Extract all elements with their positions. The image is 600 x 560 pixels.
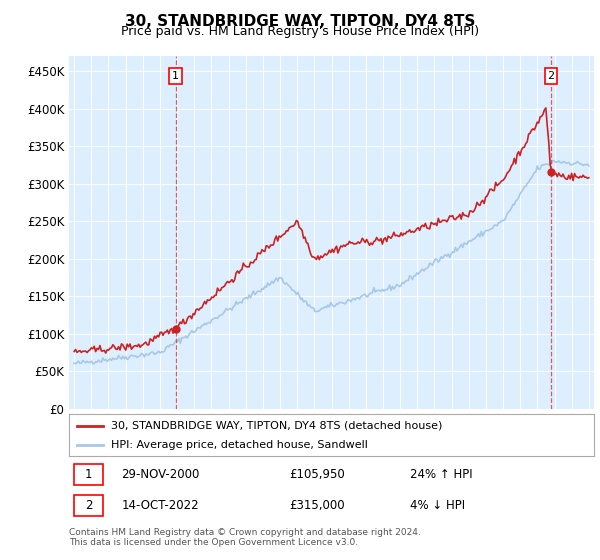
Text: 30, STANDBRIDGE WAY, TIPTON, DY4 8TS: 30, STANDBRIDGE WAY, TIPTON, DY4 8TS xyxy=(125,14,475,29)
Text: 1: 1 xyxy=(172,71,179,81)
Text: HPI: Average price, detached house, Sandwell: HPI: Average price, detached house, Sand… xyxy=(111,440,368,450)
Text: 4% ↓ HPI: 4% ↓ HPI xyxy=(410,499,466,512)
FancyBboxPatch shape xyxy=(74,494,103,516)
Text: 2: 2 xyxy=(547,71,554,81)
Text: 14-OCT-2022: 14-OCT-2022 xyxy=(121,499,199,512)
Text: 1: 1 xyxy=(85,468,92,481)
Text: 29-NOV-2000: 29-NOV-2000 xyxy=(121,468,200,481)
Text: Contains HM Land Registry data © Crown copyright and database right 2024.
This d: Contains HM Land Registry data © Crown c… xyxy=(69,528,421,547)
Text: 24% ↑ HPI: 24% ↑ HPI xyxy=(410,468,473,481)
Text: £315,000: £315,000 xyxy=(290,499,345,512)
Text: 30, STANDBRIDGE WAY, TIPTON, DY4 8TS (detached house): 30, STANDBRIDGE WAY, TIPTON, DY4 8TS (de… xyxy=(111,421,442,431)
Text: 2: 2 xyxy=(85,499,92,512)
Text: £105,950: £105,950 xyxy=(290,468,345,481)
Text: Price paid vs. HM Land Registry's House Price Index (HPI): Price paid vs. HM Land Registry's House … xyxy=(121,25,479,38)
FancyBboxPatch shape xyxy=(74,464,103,485)
